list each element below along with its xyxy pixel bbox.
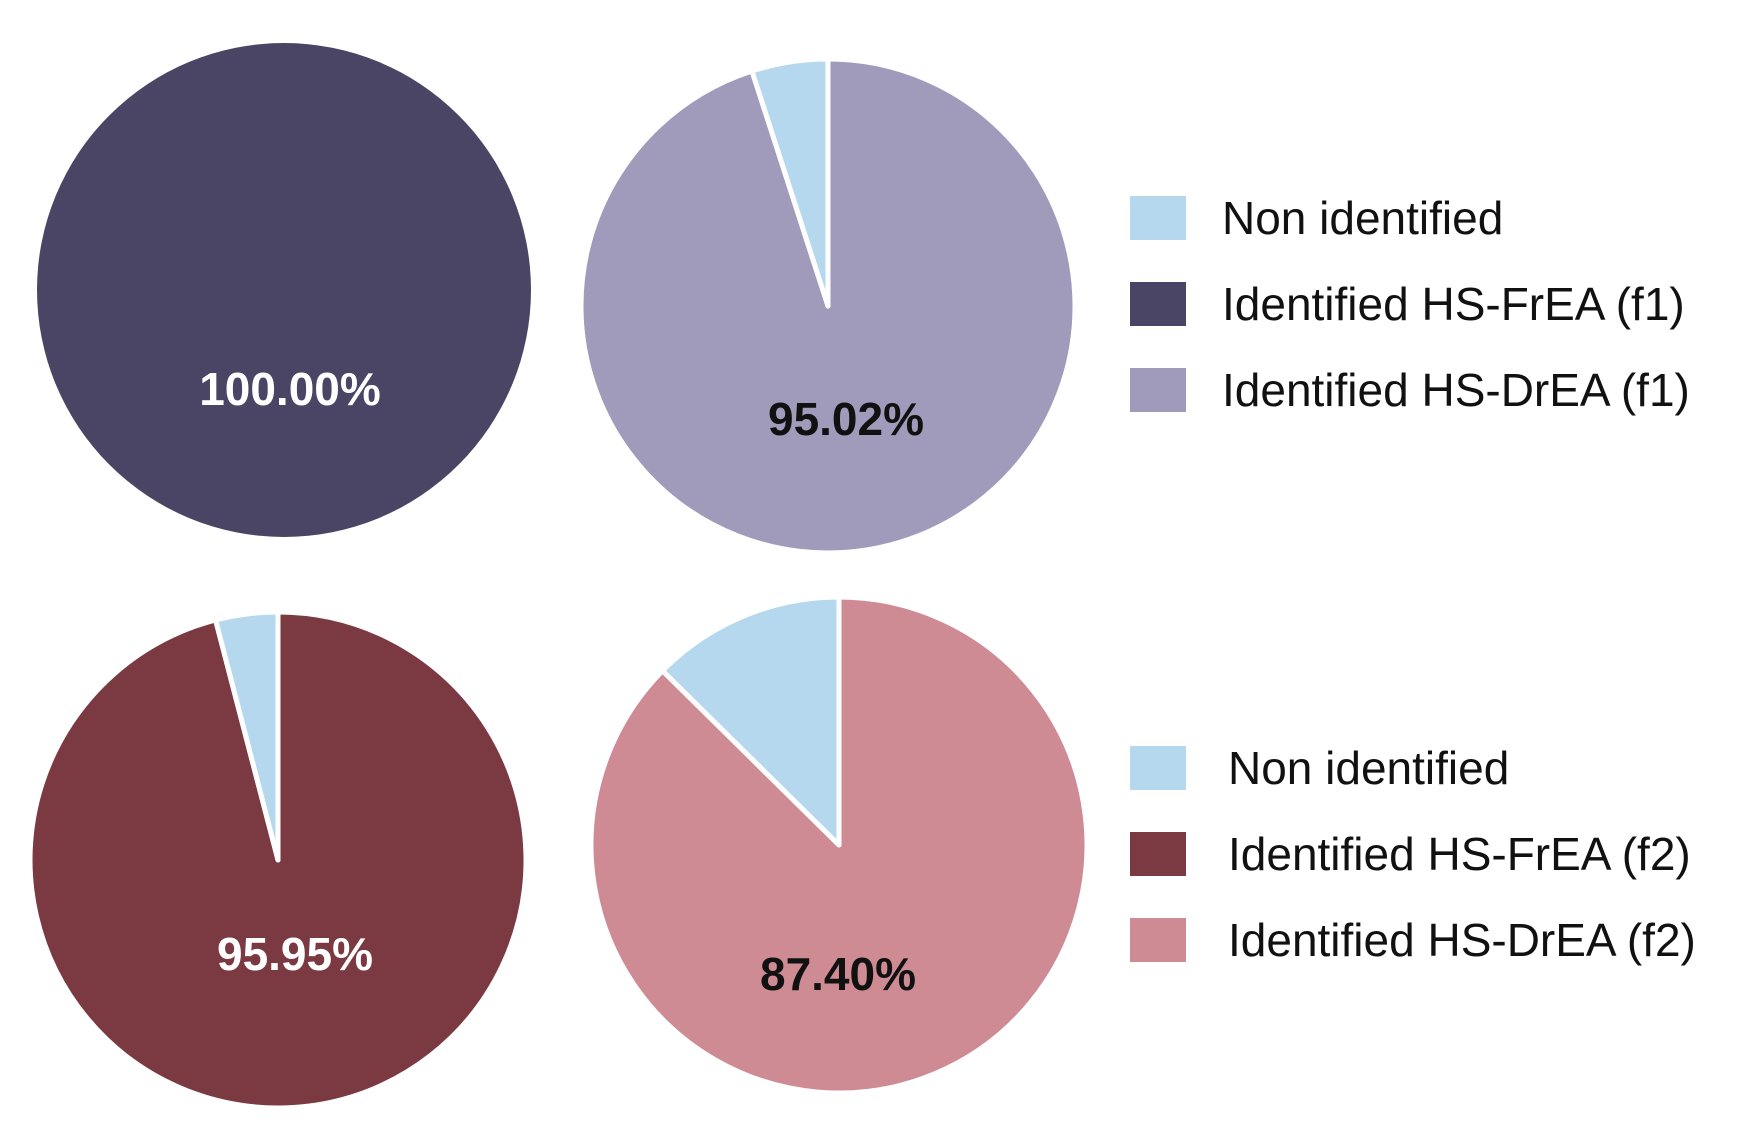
pie-data-label: 100.00%	[199, 363, 381, 415]
pie-data-label: 95.02%	[768, 393, 924, 445]
legend-label: Identified HS-FrEA (f2)	[1228, 828, 1691, 880]
pie-slice-non-identified	[660, 594, 842, 848]
legend-label: Identified HS-DrEA (f2)	[1228, 914, 1696, 966]
legend-swatch	[1130, 196, 1186, 240]
pie-slice-identified-hs-drea-f2	[588, 594, 1090, 1096]
pie-chart-2: 95.02%	[578, 56, 1078, 556]
legends: Non identified Identified HS-FrEA (f1) Ide…	[1130, 192, 1696, 966]
pie-slice-identified-hs-frea-f1	[37, 43, 531, 537]
legend-item-identified-hs-frea-f2: Identified HS-FrEA (f2)	[1130, 828, 1691, 880]
pie-charts: 100.00% 95.02% 95.95% 87.40%	[27, 43, 1090, 1111]
legend-item-identified-hs-drea-f1: Identified HS-DrEA (f1)	[1130, 364, 1690, 416]
legend-label: Non identified	[1222, 192, 1503, 244]
legend-swatch	[1130, 282, 1186, 326]
pie-slice-non-identified	[749, 56, 831, 309]
legend-1: Non identified Identified HS-FrEA (f1) Ide…	[1130, 192, 1690, 416]
legend-swatch	[1130, 832, 1186, 876]
legend-2: Non identified Identified HS-FrEA (f2) Ide…	[1130, 742, 1696, 966]
legend-swatch	[1130, 368, 1186, 412]
legend-item-identified-hs-frea-f1: Identified HS-FrEA (f1)	[1130, 278, 1685, 330]
legend-label: Identified HS-FrEA (f1)	[1222, 278, 1685, 330]
pie-chart-1: 100.00%	[37, 43, 531, 537]
legend-item-non-identified: Non identified	[1130, 742, 1509, 794]
pie-chart-4: 87.40%	[588, 594, 1090, 1096]
legend-label: Identified HS-DrEA (f1)	[1222, 364, 1690, 416]
pie-slice-non-identified	[213, 609, 281, 863]
legend-swatch	[1130, 746, 1186, 790]
pie-chart-3: 95.95%	[27, 609, 529, 1111]
legend-label: Non identified	[1228, 742, 1509, 794]
legend-item-non-identified: Non identified	[1130, 192, 1503, 244]
legend-swatch	[1130, 918, 1186, 962]
pie-data-label: 87.40%	[760, 948, 916, 1000]
legend-item-identified-hs-drea-f2: Identified HS-DrEA (f2)	[1130, 914, 1696, 966]
pie-data-label: 95.95%	[217, 928, 373, 980]
